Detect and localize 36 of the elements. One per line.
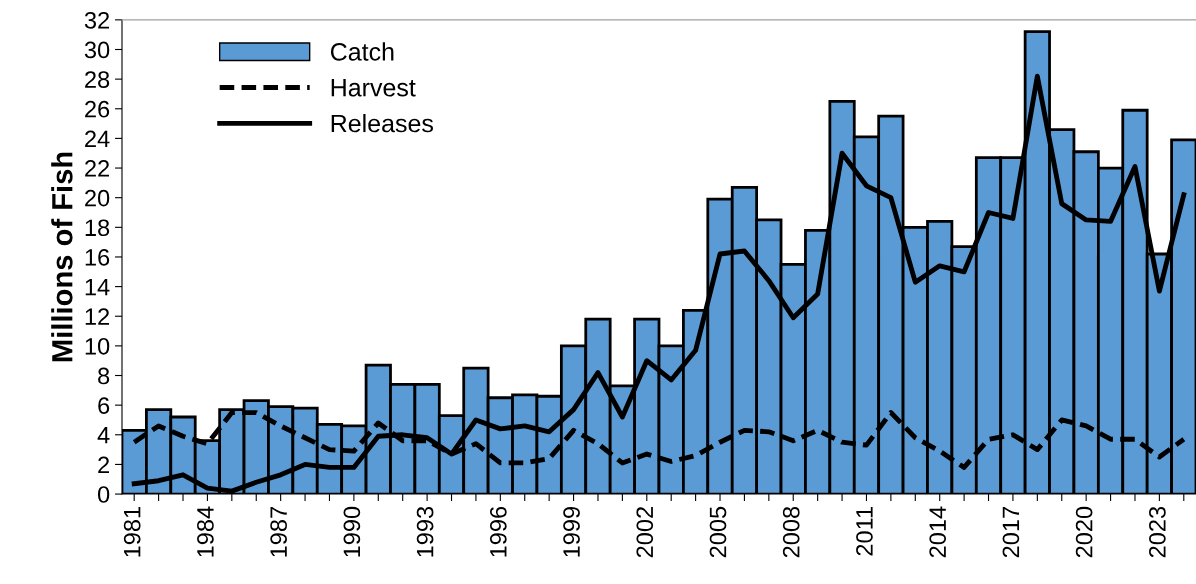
x-tick-label: 1981 [123, 507, 141, 557]
y-tick-label: 32 [84, 11, 109, 29]
x-tick-label: 2017 [1002, 507, 1020, 558]
y-tick-label: 10 [85, 337, 110, 355]
y-tick-label: 30 [84, 41, 110, 59]
y-tick-label: 22 [85, 160, 109, 177]
y-tick-label: 4 [97, 427, 110, 444]
y-tick-label: 8 [98, 367, 110, 385]
x-tick-label: 1987 [270, 507, 287, 557]
y-tick-label: 16 [85, 249, 110, 266]
x-tick-label: 2005 [709, 506, 727, 558]
x-tick-label: 2002 [636, 507, 654, 558]
y-tick-label: 18 [85, 219, 110, 237]
y-tick-label: 20 [85, 189, 110, 207]
x-tick-label: 2008 [782, 506, 800, 558]
legend-label: Catch [330, 42, 394, 61]
x-tick-label: 1996 [489, 506, 507, 557]
x-tick-label: 2011 [856, 507, 873, 556]
x-tick-label: 1999 [563, 506, 580, 557]
legend-label: Harvest [331, 79, 416, 97]
y-tick-label: 14 [85, 278, 110, 296]
x-tick-label: 1993 [416, 506, 434, 557]
x-tick-label: 1990 [343, 506, 361, 557]
x-tick-label: 2014 [929, 506, 947, 558]
y-axis-title: Millions of Fish [51, 152, 73, 362]
legend-label: Releases [331, 113, 433, 133]
x-tick-label: 2020 [1075, 506, 1093, 558]
x-tick-label: 2023 [1149, 506, 1166, 558]
y-tick-label: 0 [97, 486, 110, 503]
y-tick-label: 26 [85, 100, 110, 118]
y-tick-label: 28 [85, 71, 110, 88]
y-tick-label: 2 [98, 456, 109, 473]
y-tick-label: 6 [98, 397, 110, 414]
x-tick-label: 1984 [197, 506, 214, 557]
y-tick-label: 12 [85, 308, 109, 325]
y-tick-label: 24 [85, 130, 110, 147]
